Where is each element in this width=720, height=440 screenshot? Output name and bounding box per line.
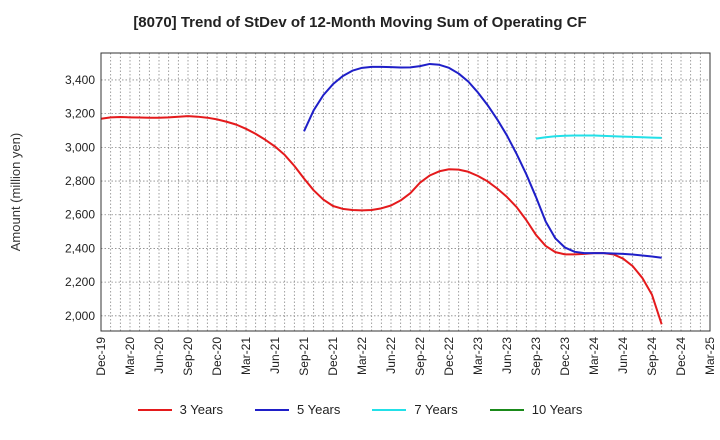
x-tick-label: Mar-24 bbox=[587, 337, 601, 375]
x-tick-label: Dec-19 bbox=[94, 337, 108, 376]
x-tick-label: Sep-21 bbox=[297, 337, 311, 376]
y-tick-label: 2,200 bbox=[65, 275, 95, 289]
grid-lines bbox=[100, 53, 711, 331]
x-tick-label: Jun-24 bbox=[616, 337, 630, 374]
x-tick-label: Jun-22 bbox=[384, 337, 398, 374]
y-tick-label: 2,600 bbox=[65, 208, 95, 222]
legend-item-7-years: 7 Years bbox=[372, 402, 458, 417]
legend: 3 Years 5 Years 7 Years 10 Years bbox=[0, 402, 720, 417]
legend-label: 5 Years bbox=[297, 402, 341, 417]
plot-background bbox=[101, 53, 710, 331]
x-tick-label: Sep-20 bbox=[181, 337, 195, 376]
series-line-5-years bbox=[303, 62, 662, 259]
legend-swatch bbox=[255, 408, 289, 411]
legend-swatch bbox=[372, 408, 407, 411]
x-tick-label: Sep-22 bbox=[413, 337, 427, 376]
legend-item-5-years: 5 Years bbox=[255, 402, 340, 417]
legend-item-3-years: 3 Years bbox=[137, 402, 223, 417]
y-tick-labels: 2,000 2,200 2,400 2,600 2,800 3,000 3,200 3,400 bbox=[65, 73, 95, 323]
x-tick-label: Mar-22 bbox=[355, 337, 369, 375]
axes bbox=[100, 52, 711, 332]
legend-item-10-years: 10 Years bbox=[489, 402, 583, 417]
x-tick-labels: Dec-19 Mar-20 Jun-20 Sep-20 Dec-20 Mar-21 Jun-… bbox=[94, 337, 717, 376]
x-tick-label: Mar-23 bbox=[471, 337, 485, 375]
y-tick-label: 3,400 bbox=[65, 73, 95, 87]
x-tick-label: Mar-21 bbox=[239, 337, 253, 375]
legend-label: 10 Years bbox=[531, 402, 583, 417]
series-line-3-years bbox=[100, 115, 663, 325]
legend-swatch bbox=[489, 408, 524, 411]
x-tick-label: Mar-20 bbox=[123, 337, 137, 375]
legend-label: 7 Years bbox=[414, 402, 458, 417]
chart-title: [8070] Trend of StDev of 12-Month Moving… bbox=[133, 14, 587, 31]
legend-label: 3 Years bbox=[179, 402, 223, 417]
plot-area bbox=[101, 53, 710, 331]
series-line-7-years bbox=[535, 134, 662, 140]
y-tick-label: 2,000 bbox=[65, 309, 95, 323]
plot-frame bbox=[100, 52, 711, 332]
legend-swatch bbox=[137, 408, 172, 411]
x-tick-label: Dec-22 bbox=[442, 337, 456, 376]
y-tick-label: 3,000 bbox=[65, 140, 95, 154]
y-tick-label: 2,400 bbox=[65, 241, 95, 255]
x-tick-label: Dec-21 bbox=[326, 337, 340, 376]
y-tick-label: 3,200 bbox=[65, 107, 95, 121]
y-tick-label: 2,800 bbox=[65, 174, 95, 188]
x-tick-label: Sep-24 bbox=[645, 337, 659, 376]
x-tick-label: Jun-23 bbox=[500, 337, 514, 374]
x-tick-label: Dec-23 bbox=[558, 337, 572, 376]
y-axis-label: Amount (million yen) bbox=[8, 133, 23, 252]
x-tick-label: Dec-24 bbox=[674, 337, 688, 376]
x-tick-label: Jun-21 bbox=[268, 337, 282, 374]
x-tick-label: Sep-23 bbox=[529, 337, 543, 376]
x-tick-label: Mar-25 bbox=[703, 337, 717, 375]
x-tick-label: Dec-20 bbox=[210, 337, 224, 376]
x-tick-label: Jun-20 bbox=[152, 337, 166, 374]
series-layer bbox=[100, 62, 663, 325]
